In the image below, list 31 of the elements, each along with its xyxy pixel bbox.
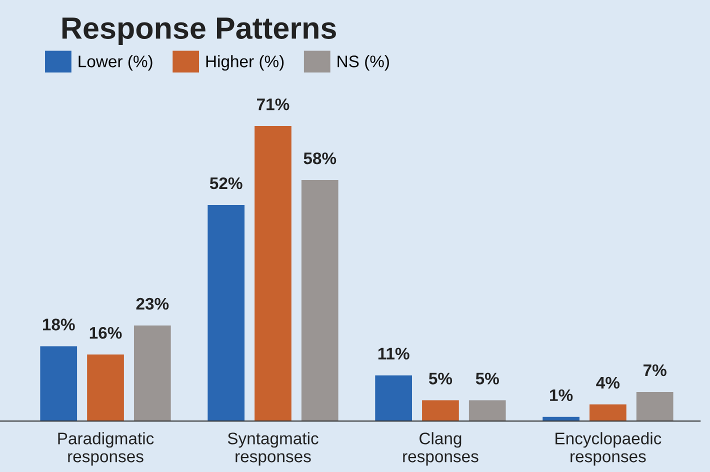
data-label: 4% [596,376,620,389]
data-label: 5% [428,372,452,384]
bar [301,180,338,422]
data-label: 52% [210,177,242,190]
chart-title: Response Patterns [62,18,336,46]
data-label: 5% [476,372,499,384]
bar [40,346,78,422]
bar [254,126,292,422]
bar [208,204,245,422]
bar [375,375,412,422]
x-tick-label: Syntagmatic responses [228,432,318,466]
bar [134,325,171,422]
data-label: 7% [644,364,666,376]
data-label: 16% [90,326,122,339]
x-tick-label: Clang responses [403,432,478,466]
data-label: 18% [42,318,75,330]
bar [422,400,459,422]
legend-label: Higher (%) [206,55,284,71]
data-label: 11% [378,348,410,360]
data-label: 71% [257,98,290,110]
legend-label: NS (%) [338,55,389,71]
data-label: 1% [550,389,573,402]
bar [636,392,674,422]
data-label: 58% [304,152,336,164]
x-tick-label: Paradigmatic responses [58,432,154,466]
legend-label: Lower (%) [78,55,152,71]
x-tick-label: Encyclopaedic responses [556,432,662,466]
bar [590,404,626,422]
data-label: 23% [136,298,169,310]
bar [87,354,124,422]
bar [468,400,506,422]
